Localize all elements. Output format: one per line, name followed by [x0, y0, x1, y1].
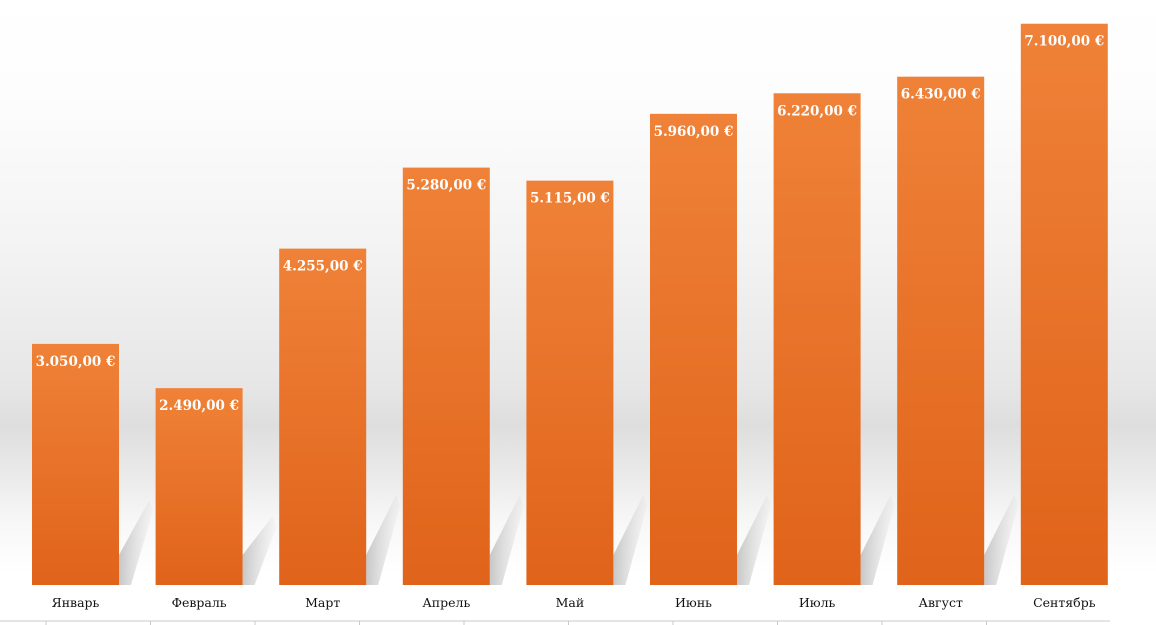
x-axis-tick-labels: Январь Февраль Март Апрель Май Июнь Июль Август… — [52, 595, 1096, 610]
data-label: 6.430,00 € — [901, 87, 981, 103]
bar-shadow — [242, 516, 277, 585]
bar-Май — [526, 180, 614, 585]
bar-shadow — [119, 500, 153, 585]
bar-shadows — [119, 495, 1019, 585]
data-label: 5.280,00 € — [406, 178, 486, 194]
data-labels-group: 3.050,00 € 2.490,00 € 4.255,00 € 5.280,00 €… — [36, 34, 1105, 414]
x-tick-label: Февраль — [172, 595, 227, 610]
bar-Февраль — [155, 388, 243, 585]
data-label: 5.115,00 € — [530, 191, 610, 207]
bar-Июль — [773, 93, 861, 585]
x-tick-label: Июнь — [675, 595, 712, 610]
bar-Сентябрь — [1020, 23, 1108, 586]
x-tick-label: Май — [556, 595, 585, 610]
x-tick-label: Апрель — [422, 595, 470, 610]
bar-Апрель — [402, 167, 490, 585]
bar-shadow — [984, 495, 1019, 585]
x-tick-label: Март — [305, 595, 340, 610]
x-tick-label: Сентябрь — [1033, 595, 1096, 610]
x-tick-label: Август — [919, 595, 963, 610]
x-tick-label: Январь — [52, 595, 100, 610]
data-label: 6.220,00 € — [777, 103, 857, 119]
bar-Июнь — [650, 113, 737, 586]
data-label: 4.255,00 € — [283, 259, 363, 275]
bar-Январь — [32, 343, 119, 585]
bar-shadow — [366, 495, 401, 585]
data-label: 5.960,00 € — [654, 124, 734, 140]
bars-group — [32, 23, 1108, 586]
bar-Март — [279, 248, 367, 585]
x-axis-ticks — [45, 621, 987, 625]
data-label: 3.050,00 € — [36, 354, 116, 370]
bar-shadow — [613, 495, 648, 585]
data-label: 2.490,00 € — [159, 398, 239, 414]
data-label: 7.100,00 € — [1024, 34, 1104, 50]
bar-shadow — [489, 495, 524, 585]
bar-shadow — [860, 495, 895, 585]
x-tick-label: Июль — [799, 595, 836, 610]
bar-Август — [897, 76, 985, 585]
bar-shadow — [737, 495, 771, 585]
